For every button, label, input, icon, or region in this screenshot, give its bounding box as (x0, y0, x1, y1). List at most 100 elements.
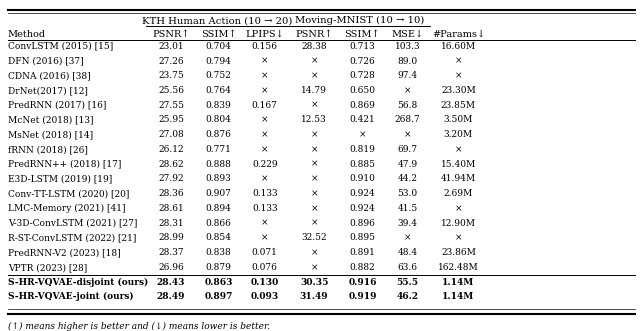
Text: ×: × (310, 219, 318, 228)
Text: 0.726: 0.726 (349, 57, 375, 66)
Text: 0.869: 0.869 (349, 101, 375, 110)
Text: ×: × (310, 189, 318, 198)
Text: 27.55: 27.55 (158, 101, 184, 110)
Text: 0.919: 0.919 (348, 292, 377, 302)
Text: ×: × (310, 71, 318, 80)
Text: 0.764: 0.764 (205, 86, 232, 95)
Text: 23.85M: 23.85M (441, 101, 476, 110)
Text: 0.130: 0.130 (251, 278, 279, 287)
Text: Moving-MNIST (10 → 10): Moving-MNIST (10 → 10) (294, 16, 424, 25)
Text: 0.838: 0.838 (206, 248, 232, 257)
Text: 12.90M: 12.90M (441, 219, 476, 228)
Text: 23.75: 23.75 (158, 71, 184, 80)
Text: 0.863: 0.863 (204, 278, 233, 287)
Text: 1.14M: 1.14M (442, 278, 474, 287)
Text: ×: × (310, 145, 318, 154)
Text: 63.6: 63.6 (397, 263, 417, 272)
Text: Conv-TT-LSTM (2020) [20]: Conv-TT-LSTM (2020) [20] (8, 189, 129, 198)
Text: ×: × (261, 71, 269, 80)
Text: E3D-LSTM (2019) [19]: E3D-LSTM (2019) [19] (8, 174, 112, 183)
Text: 0.907: 0.907 (205, 189, 232, 198)
Text: 0.924: 0.924 (349, 189, 375, 198)
Text: 0.728: 0.728 (349, 71, 375, 80)
Text: ×: × (310, 130, 318, 139)
Text: ×: × (261, 130, 269, 139)
Text: 41.94M: 41.94M (441, 174, 476, 183)
Text: 47.9: 47.9 (397, 160, 418, 169)
Text: 46.2: 46.2 (397, 292, 419, 302)
Text: ×: × (261, 174, 269, 183)
Text: 25.95: 25.95 (158, 116, 184, 124)
Text: DFN (2016) [37]: DFN (2016) [37] (8, 57, 83, 66)
Text: 28.49: 28.49 (157, 292, 185, 302)
Text: 27.26: 27.26 (158, 57, 184, 66)
Text: 28.43: 28.43 (157, 278, 185, 287)
Text: DrNet(2017) [12]: DrNet(2017) [12] (8, 86, 88, 95)
Text: 0.888: 0.888 (205, 160, 232, 169)
Text: #Params↓: #Params↓ (432, 30, 485, 39)
Text: 162.48M: 162.48M (438, 263, 479, 272)
Text: 0.133: 0.133 (252, 204, 278, 213)
Text: 23.86M: 23.86M (441, 248, 476, 257)
Text: ×: × (310, 248, 318, 257)
Text: 31.49: 31.49 (300, 292, 328, 302)
Text: ConvLSTM (2015) [15]: ConvLSTM (2015) [15] (8, 42, 113, 51)
Text: LMC-Memory (2021) [41]: LMC-Memory (2021) [41] (8, 204, 125, 213)
Text: 0.794: 0.794 (205, 57, 232, 66)
Text: ×: × (310, 160, 318, 169)
Text: 0.421: 0.421 (349, 116, 375, 124)
Text: 0.916: 0.916 (348, 278, 377, 287)
Text: 0.893: 0.893 (206, 174, 232, 183)
Text: ×: × (404, 86, 412, 95)
Text: 14.79: 14.79 (301, 86, 327, 95)
Text: 0.752: 0.752 (205, 71, 232, 80)
Text: 89.0: 89.0 (397, 57, 418, 66)
Text: 0.771: 0.771 (205, 145, 232, 154)
Text: MSE↓: MSE↓ (392, 30, 424, 39)
Text: 69.7: 69.7 (397, 145, 418, 154)
Text: 0.093: 0.093 (251, 292, 279, 302)
Text: 1.14M: 1.14M (442, 292, 474, 302)
Text: 41.5: 41.5 (397, 204, 418, 213)
Text: KTH Human Action (10 → 20): KTH Human Action (10 → 20) (142, 16, 292, 25)
Text: 28.99: 28.99 (158, 233, 184, 242)
Text: 28.38: 28.38 (301, 42, 327, 51)
Text: 0.910: 0.910 (349, 174, 375, 183)
Text: 56.8: 56.8 (397, 101, 418, 110)
Text: 25.56: 25.56 (158, 86, 184, 95)
Text: 0.895: 0.895 (349, 233, 376, 242)
Text: 53.0: 53.0 (397, 189, 418, 198)
Text: 0.876: 0.876 (205, 130, 232, 139)
Text: 0.713: 0.713 (349, 42, 375, 51)
Text: V-3D-ConvLSTM (2021) [27]: V-3D-ConvLSTM (2021) [27] (8, 219, 137, 228)
Text: ×: × (261, 57, 269, 66)
Text: 0.167: 0.167 (252, 101, 278, 110)
Text: 0.891: 0.891 (349, 248, 375, 257)
Text: S-HR-VQVAE-joint (ours): S-HR-VQVAE-joint (ours) (8, 292, 133, 302)
Text: 28.37: 28.37 (158, 248, 184, 257)
Text: PSNR↑: PSNR↑ (152, 30, 189, 39)
Text: PredRNN-V2 (2023) [18]: PredRNN-V2 (2023) [18] (8, 248, 120, 257)
Text: 23.01: 23.01 (158, 42, 184, 51)
Text: PSNR↑: PSNR↑ (296, 30, 333, 39)
Text: 0.156: 0.156 (252, 42, 278, 51)
Text: 0.229: 0.229 (252, 160, 278, 169)
Text: 0.076: 0.076 (252, 263, 278, 272)
Text: 0.133: 0.133 (252, 189, 278, 198)
Text: ×: × (261, 219, 269, 228)
Text: ×: × (310, 174, 318, 183)
Text: 0.879: 0.879 (205, 263, 232, 272)
Text: R-ST-ConvLSTM (2022) [21]: R-ST-ConvLSTM (2022) [21] (8, 233, 136, 242)
Text: 26.96: 26.96 (158, 263, 184, 272)
Text: 28.36: 28.36 (158, 189, 184, 198)
Text: (↑) means higher is better and (↓) means lower is better.: (↑) means higher is better and (↓) means… (8, 322, 270, 331)
Text: 0.866: 0.866 (205, 219, 232, 228)
Text: 0.839: 0.839 (206, 101, 232, 110)
Text: SSIM↑: SSIM↑ (344, 30, 380, 39)
Text: ×: × (454, 71, 462, 80)
Text: 27.92: 27.92 (158, 174, 184, 183)
Text: 55.5: 55.5 (397, 278, 419, 287)
Text: ×: × (261, 116, 269, 124)
Text: ×: × (454, 204, 462, 213)
Text: 3.50M: 3.50M (444, 116, 473, 124)
